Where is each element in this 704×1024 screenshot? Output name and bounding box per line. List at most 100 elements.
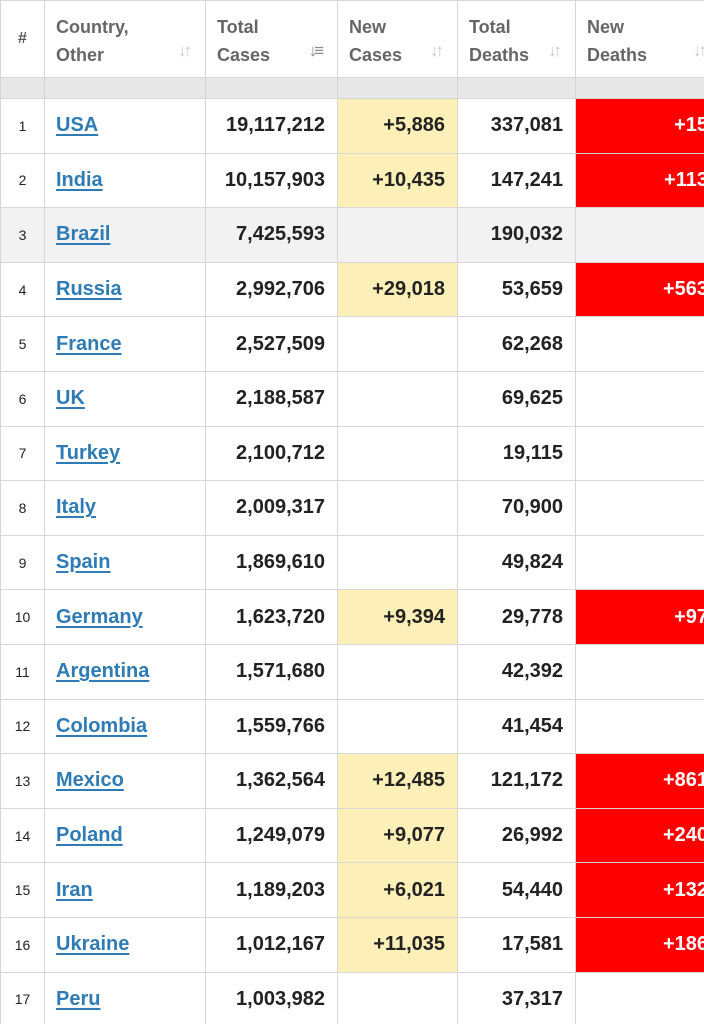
new-cases-cell: +9,077 [337, 807, 458, 864]
sort-arrows-icon[interactable]: ↓↑ [548, 41, 562, 60]
total-deaths-cell: 337,081 [457, 98, 576, 154]
country-cell: Mexico [44, 753, 206, 809]
rank-cell: 10 [0, 589, 45, 645]
new-deaths-cell [575, 643, 704, 700]
header-country[interactable]: Country, Other ↓↑ [44, 0, 206, 78]
country-link[interactable]: France [56, 332, 122, 355]
country-cell: USA [44, 98, 206, 154]
country-link[interactable]: Germany [56, 605, 143, 628]
table-row: 11 Argentina 1,571,680 42,392 [0, 643, 704, 700]
header-new-deaths-line2: Deaths [587, 45, 648, 65]
new-cases-cell [337, 698, 458, 755]
country-cell: Ukraine [44, 916, 206, 973]
table-row: 2 India 10,157,903 +10,435 147,241 +113 [0, 152, 704, 209]
new-deaths-cell: +132 [575, 862, 704, 918]
total-deaths-cell: 42,392 [457, 643, 576, 700]
table-body: 1 USA 19,117,212 +5,886 337,081 +15 2 India 10,1… [0, 98, 704, 1024]
new-cases-cell: +5,886 [337, 98, 458, 154]
rank-cell: 2 [0, 152, 45, 209]
total-deaths-cell: 54,440 [457, 862, 576, 918]
country-link[interactable]: Iran [56, 878, 93, 901]
country-link[interactable]: Colombia [56, 714, 148, 737]
total-cases-cell: 10,157,903 [205, 152, 338, 209]
new-deaths-cell [575, 534, 704, 591]
rank-cell: 13 [0, 753, 45, 809]
total-deaths-cell: 70,900 [457, 480, 576, 536]
total-cases-cell: 1,249,079 [205, 807, 338, 864]
country-link[interactable]: Italy [56, 496, 97, 519]
total-deaths-cell: 121,172 [457, 753, 576, 809]
table-row: 9 Spain 1,869,610 49,824 [0, 534, 704, 591]
country-cell: Poland [44, 807, 206, 864]
total-deaths-cell: 17,581 [457, 916, 576, 973]
total-cases-cell: 2,527,509 [205, 316, 338, 372]
new-cases-cell [337, 971, 458, 1024]
new-deaths-cell [575, 425, 704, 482]
new-cases-cell [337, 425, 458, 482]
total-deaths-cell: 190,032 [457, 207, 576, 263]
new-cases-cell [337, 643, 458, 700]
new-deaths-cell: +240 [575, 807, 704, 864]
country-cell: UK [44, 370, 206, 427]
header-rank[interactable]: # [0, 0, 45, 78]
new-cases-cell: +12,485 [337, 753, 458, 809]
new-deaths-cell [575, 698, 704, 755]
table-header: # Country, Other ↓↑ Total Cases ↓≡ New C… [0, 0, 704, 99]
country-link[interactable]: Peru [56, 987, 101, 1010]
header-total-deaths[interactable]: Total Deaths ↓↑ [457, 0, 576, 78]
new-cases-cell: +6,021 [337, 862, 458, 918]
country-cell: Argentina [44, 643, 206, 700]
country-link[interactable]: Spain [56, 551, 111, 574]
sort-arrows-icon[interactable]: ↓↑ [693, 41, 704, 60]
table-row: 12 Colombia 1,559,766 41,454 [0, 698, 704, 755]
table-row: 17 Peru 1,003,982 37,317 [0, 971, 704, 1024]
country-cell: Colombia [44, 698, 206, 755]
header-new-deaths[interactable]: New Deaths ↓↑ [575, 0, 704, 78]
total-deaths-cell: 62,268 [457, 316, 576, 372]
new-deaths-cell: +186 [575, 916, 704, 973]
rank-cell: 15 [0, 862, 45, 918]
table-row: 6 UK 2,188,587 69,625 [0, 370, 704, 427]
new-deaths-cell: +97 [575, 589, 704, 645]
header-country-line1: Country, [56, 17, 129, 37]
country-cell: Italy [44, 480, 206, 536]
total-cases-cell: 2,009,317 [205, 480, 338, 536]
rank-cell: 11 [0, 643, 45, 700]
country-link[interactable]: Turkey [56, 441, 121, 464]
country-cell: Iran [44, 862, 206, 918]
table-row: 15 Iran 1,189,203 +6,021 54,440 +132 [0, 862, 704, 918]
rank-cell: 3 [0, 207, 45, 263]
header-total-cases[interactable]: Total Cases ↓≡ [205, 0, 338, 78]
country-link[interactable]: Russia [56, 278, 122, 301]
country-link[interactable]: USA [56, 114, 99, 137]
country-link[interactable]: Argentina [56, 660, 150, 683]
header-total-deaths-line2: Deaths [469, 45, 530, 65]
table-row: 3 Brazil 7,425,593 190,032 [0, 207, 704, 263]
total-cases-cell: 1,559,766 [205, 698, 338, 755]
new-deaths-cell [575, 207, 704, 263]
country-link[interactable]: India [56, 168, 103, 191]
rank-cell: 4 [0, 261, 45, 318]
total-cases-cell: 1,362,564 [205, 753, 338, 809]
total-cases-cell: 1,003,982 [205, 971, 338, 1024]
rank-cell: 14 [0, 807, 45, 864]
total-cases-cell: 1,571,680 [205, 643, 338, 700]
country-link[interactable]: Ukraine [56, 933, 130, 956]
total-deaths-cell: 19,115 [457, 425, 576, 482]
sort-arrows-icon[interactable]: ↓↑ [178, 41, 192, 60]
rank-cell: 17 [0, 971, 45, 1024]
country-link[interactable]: Poland [56, 824, 123, 847]
sort-descending-icon[interactable]: ↓≡ [308, 41, 325, 60]
total-deaths-cell: 49,824 [457, 534, 576, 591]
total-deaths-cell: 41,454 [457, 698, 576, 755]
new-cases-cell: +9,394 [337, 589, 458, 645]
country-link[interactable]: UK [56, 387, 85, 410]
table-row: 5 France 2,527,509 62,268 [0, 316, 704, 372]
rank-cell: 1 [0, 98, 45, 154]
country-cell: Brazil [44, 207, 206, 263]
sort-arrows-icon[interactable]: ↓↑ [430, 41, 444, 60]
country-link[interactable]: Brazil [56, 223, 111, 246]
header-new-deaths-line1: New [587, 17, 625, 37]
country-link[interactable]: Mexico [56, 769, 124, 792]
header-new-cases[interactable]: New Cases ↓↑ [337, 0, 458, 78]
